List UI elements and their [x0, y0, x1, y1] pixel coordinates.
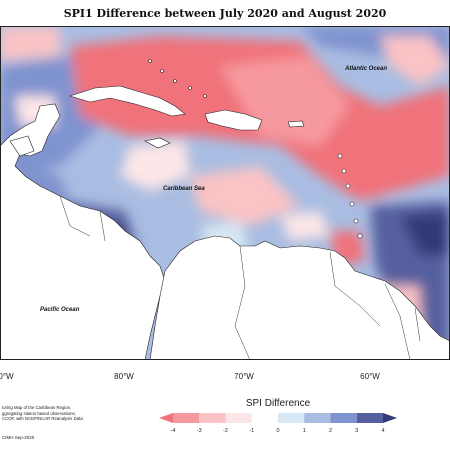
copyright: CIMH Sep-2020 [2, 435, 35, 440]
legend-tick-label: 2 [329, 428, 332, 434]
cuba [68, 85, 186, 117]
legend-bin [304, 413, 331, 423]
legend-tick-label: 1 [303, 428, 306, 434]
pacific-ocean-label: Pacific Ocean [40, 307, 80, 313]
credits-line: CCOF, with NCEP/NCAR Reanalysis Data [2, 416, 83, 422]
legend-tick-label: 0 [276, 428, 279, 434]
credits-line: toring Map of the Caribbean Region, [2, 405, 72, 410]
land [0, 59, 450, 360]
borders [59, 195, 421, 360]
legend-bin [278, 413, 305, 423]
credits-text: toring Map of the Caribbean Region, ggre… [2, 405, 137, 422]
credits-line: ggregating station based observations, [2, 410, 76, 416]
legend-tick-label: -1 [249, 428, 254, 434]
legend-tick-label: -2 [223, 428, 228, 434]
legend-arrow-low [159, 413, 173, 423]
hispaniola [204, 109, 263, 131]
legend-bin [330, 413, 357, 423]
south-america [149, 235, 450, 360]
atlantic-ocean-label: Atlantic Ocean [344, 66, 387, 72]
legend-tick-label: 3 [355, 428, 358, 434]
legend-bin [173, 413, 200, 423]
legend-bin [199, 413, 226, 423]
caribbean-sea-label: Caribbean Sea [163, 186, 205, 192]
jamaica [144, 137, 171, 149]
legend-bin [356, 413, 383, 423]
color-legend: -4 -3 -2 -1 0 1 2 3 4 [159, 413, 397, 434]
legend-ticks: -4 -3 -2 -1 0 1 2 3 4 [171, 428, 385, 434]
legend-tick-label: -3 [197, 428, 202, 434]
legend-bin [251, 413, 278, 423]
map-title: SPI1 Difference between July 2020 and Au… [63, 7, 387, 20]
legend-arrow-high [383, 413, 397, 423]
legend-bar [159, 413, 397, 423]
lon-tick-60w: 60°W [360, 372, 380, 381]
lon-tick-70w: 70°W [234, 372, 254, 381]
lon-tick-left-edge: 0°W [0, 372, 14, 381]
legend-bin [225, 413, 252, 423]
puerto-rico [287, 120, 305, 128]
legend-tick-label: -4 [171, 428, 176, 434]
lon-tick-80w: 80°W [114, 372, 134, 381]
legend-tick-label: 4 [381, 428, 384, 434]
legend-title: SPI Difference [245, 398, 311, 409]
spi-difference-map: Atlantic Ocean Caribbean Sea Pacific Oce… [0, 26, 450, 360]
yucatan [9, 135, 35, 157]
